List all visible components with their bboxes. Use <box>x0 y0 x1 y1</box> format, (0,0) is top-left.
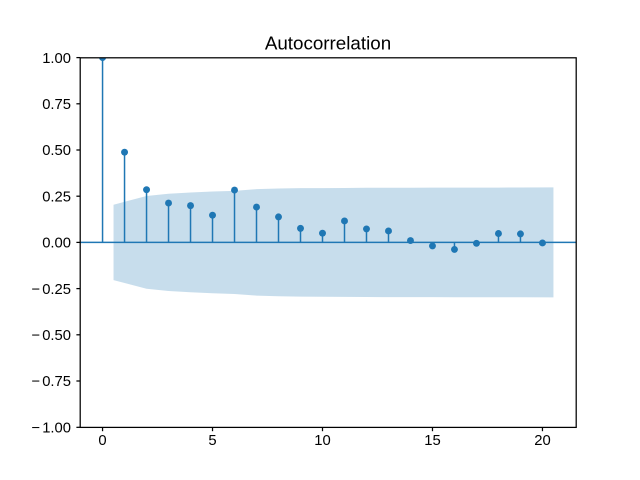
svg-text:Autocorrelation: Autocorrelation <box>265 32 391 53</box>
svg-text:1.00: 1.00 <box>42 51 71 67</box>
svg-text:0.00: 0.00 <box>42 236 71 252</box>
svg-text:−0.50: −0.50 <box>31 328 71 344</box>
svg-text:0.25: 0.25 <box>42 189 71 205</box>
svg-text:0.75: 0.75 <box>42 97 71 113</box>
svg-text:5: 5 <box>208 433 216 449</box>
svg-text:10: 10 <box>314 433 330 449</box>
svg-text:−1.00: −1.00 <box>31 420 71 436</box>
svg-text:−0.25: −0.25 <box>31 282 71 298</box>
svg-text:0.50: 0.50 <box>42 143 71 159</box>
svg-text:−0.75: −0.75 <box>31 374 71 390</box>
svg-text:15: 15 <box>424 433 440 449</box>
svg-text:0: 0 <box>98 433 106 449</box>
svg-text:20: 20 <box>534 433 550 449</box>
